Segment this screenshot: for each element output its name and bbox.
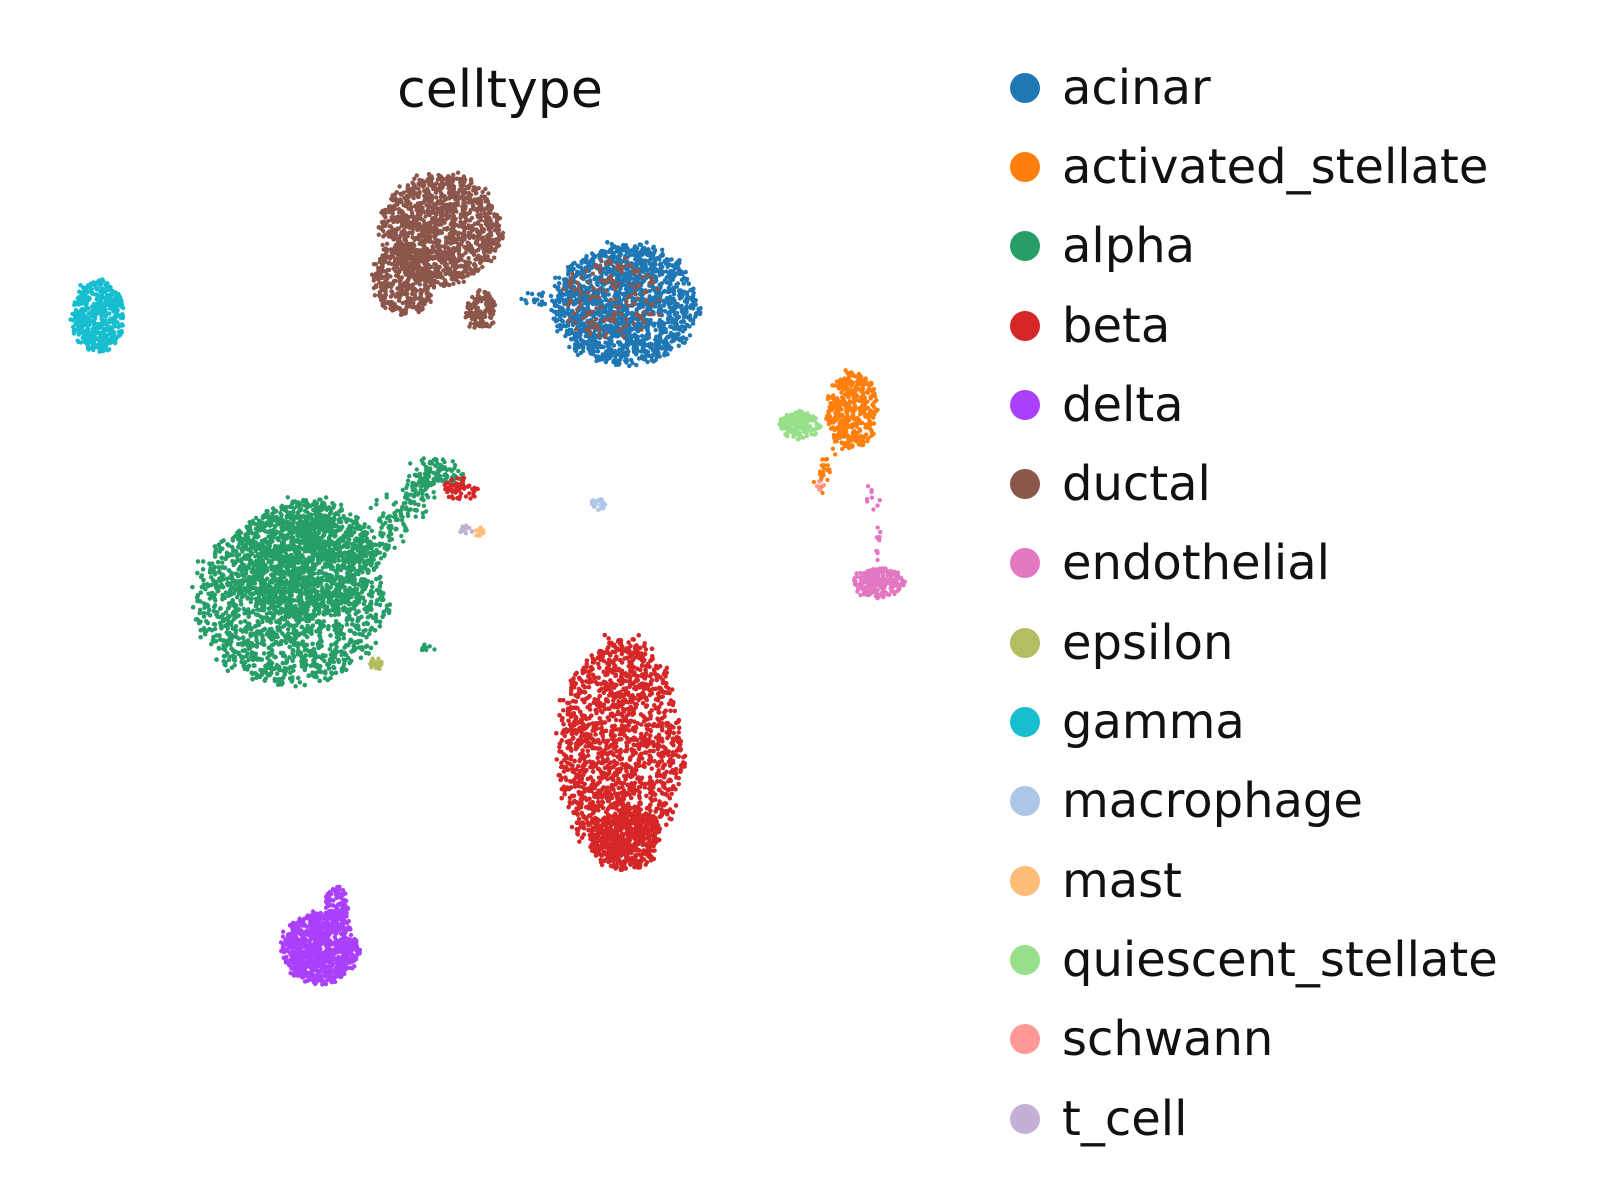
cluster-alpha (230, 495, 381, 624)
legend-label: ductal (1062, 456, 1211, 513)
legend-marker (1010, 1024, 1040, 1055)
legend-item: schwann (1010, 1000, 1498, 1079)
legend-label: activated_stellate (1062, 138, 1489, 195)
scatter-plot (68, 170, 907, 987)
legend-marker (1010, 151, 1040, 182)
legend-label: endothelial (1062, 535, 1330, 592)
cluster-alpha (417, 456, 466, 488)
legend-label: acinar (1062, 59, 1211, 116)
legend-marker (1010, 72, 1040, 103)
legend-label: epsilon (1062, 614, 1234, 671)
cluster-ductal (561, 256, 662, 340)
legend-label: mast (1062, 852, 1182, 909)
cluster-epsilon (368, 656, 384, 671)
legend-item: mast (1010, 841, 1498, 920)
legend-item: quiescent_stellate (1010, 920, 1498, 999)
legend-item: epsilon (1010, 603, 1498, 682)
legend-item: acinar (1010, 48, 1498, 127)
cluster-beta (588, 806, 662, 872)
legend-marker (1010, 707, 1040, 738)
legend-item: gamma (1010, 682, 1498, 761)
legend-label: gamma (1062, 694, 1245, 751)
legend-label: beta (1062, 297, 1171, 354)
legend-item: alpha (1010, 207, 1498, 286)
legend-label: macrophage (1062, 773, 1363, 830)
legend-marker (1010, 865, 1040, 896)
cluster-activated_stellate (824, 368, 880, 450)
legend-label: quiescent_stellate (1062, 931, 1498, 988)
cluster-endothelial-trail (864, 484, 883, 563)
cluster-acinar (548, 240, 703, 369)
cluster-ductal (369, 242, 440, 317)
legend-label: alpha (1062, 218, 1196, 275)
legend-item: delta (1010, 365, 1498, 444)
cluster-t_cell (458, 523, 475, 536)
legend-marker (1010, 469, 1040, 500)
legend-label: schwann (1062, 1011, 1274, 1068)
legend-item: macrophage (1010, 762, 1498, 841)
chart-title: celltype (397, 60, 603, 120)
legend-label: t_cell (1062, 1090, 1188, 1147)
legend-item: t_cell (1010, 1079, 1498, 1158)
cluster-delta (278, 909, 363, 987)
cluster-gamma (68, 277, 126, 354)
cluster-endothelial (852, 566, 907, 601)
legend-item: ductal (1010, 444, 1498, 523)
legend-item: beta (1010, 286, 1498, 365)
cluster-delta (323, 884, 351, 924)
legend-item: activated_stellate (1010, 127, 1498, 206)
legend-marker (1010, 389, 1040, 420)
cluster-mast (474, 525, 486, 538)
legend-label: delta (1062, 376, 1184, 433)
legend-item: endothelial (1010, 524, 1498, 603)
legend-marker (1010, 231, 1040, 262)
legend-marker (1010, 1103, 1040, 1134)
legend-marker (1010, 944, 1040, 975)
cluster-beta (554, 632, 688, 864)
cluster-alpha (419, 642, 437, 653)
legend-marker (1010, 627, 1040, 658)
cluster-quiescent_stellate (777, 408, 823, 442)
legend-marker (1010, 310, 1040, 341)
cluster-ductal (463, 288, 498, 330)
cluster-schwann (814, 479, 827, 492)
legend-marker (1010, 548, 1040, 579)
cluster-macrophage (589, 497, 608, 512)
legend-marker (1010, 786, 1040, 817)
cluster-beta (442, 475, 480, 502)
